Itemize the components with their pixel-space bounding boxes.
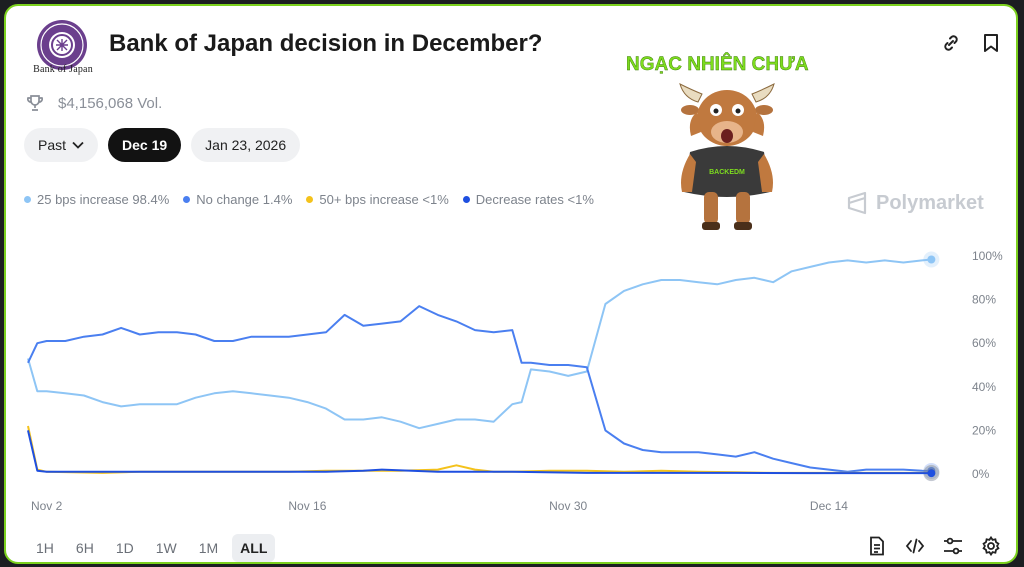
chart-legend: 25 bps increase 98.4% No change 1.4% 50+…: [24, 192, 594, 207]
bank-of-japan-seal-logo: [37, 20, 87, 70]
legend-item: Decrease rates <1%: [462, 192, 594, 207]
series-line-4: [27, 430, 932, 475]
legend-dot: [24, 196, 31, 203]
legend-label: No change 1.4%: [196, 192, 293, 207]
x-tick-label: Nov 30: [549, 499, 587, 513]
x-tick-label: Nov 2: [31, 499, 63, 513]
series-line-2: [27, 305, 932, 473]
y-tick-label: 80%: [972, 293, 996, 307]
watermark-text: Polymarket: [876, 191, 984, 214]
legend-dot: [183, 196, 191, 203]
polymarket-logo-icon: [847, 191, 867, 215]
series-end-point: [927, 469, 936, 478]
date-pill-jan-23[interactable]: Jan 23, 2026: [191, 128, 301, 162]
meme-caption: NGẠC NHIÊN CHƯA: [626, 54, 809, 75]
bookmark-icon[interactable]: [980, 32, 1002, 54]
logo-caption: Bank of Japan: [33, 64, 93, 75]
range-1h[interactable]: 1H: [36, 540, 54, 556]
legend-label: 25 bps increase 98.4%: [37, 192, 170, 207]
sliders-icon[interactable]: [942, 535, 964, 557]
volume-text: $4,156,068 Vol.: [58, 94, 163, 112]
x-tick-label: Nov 16: [288, 499, 326, 513]
y-tick-label: 20%: [972, 423, 996, 437]
chevron-down-icon: [72, 141, 84, 149]
series-layer: [27, 251, 940, 482]
y-axis-ticks: 100% 80% 60% 40% 20% 0%: [972, 249, 1003, 481]
range-1m[interactable]: 1M: [198, 540, 219, 556]
legend-label: Decrease rates <1%: [475, 192, 594, 207]
probability-line-chart: 100% 80% 60% 40% 20% 0% Nov 2 Nov 16 Nov 30 Dec …: [27, 249, 1003, 513]
y-tick-label: 100%: [972, 249, 1003, 263]
x-tick-label: Dec 14: [810, 499, 848, 513]
link-icon[interactable]: [940, 32, 962, 54]
surprised-bull-mascot: BACKEDM: [679, 83, 775, 230]
legend-label: 50+ bps increase <1%: [319, 192, 449, 207]
series-line-3: [27, 425, 932, 474]
polymarket-watermark: Polymarket: [846, 191, 984, 215]
series-line-1: [27, 258, 932, 430]
legend-dot: [462, 196, 470, 203]
legend-item: 25 bps increase 98.4%: [24, 192, 169, 207]
market-card: Bank of Japan Bank of Japan decision in …: [4, 4, 1018, 564]
y-tick-label: 0%: [972, 467, 990, 481]
code-icon[interactable]: [904, 535, 926, 557]
range-1d[interactable]: 1D: [115, 540, 134, 556]
legend-dot: [306, 196, 314, 203]
y-tick-label: 40%: [972, 380, 996, 394]
legend-item: No change 1.4%: [183, 192, 292, 207]
bull-shirt-text: BACKEDM: [709, 169, 745, 176]
range-1w[interactable]: 1W: [155, 540, 177, 556]
document-icon[interactable]: [866, 535, 888, 557]
x-axis-ticks: Nov 2 Nov 16 Nov 30 Dec 14: [31, 499, 848, 513]
legend-item: 50+ bps increase <1%: [306, 192, 449, 207]
range-6h[interactable]: 6H: [75, 540, 94, 556]
market-title: Bank of Japan decision in December?: [109, 30, 543, 57]
past-label: Past: [38, 137, 67, 153]
y-tick-label: 60%: [972, 336, 996, 350]
date-pill-dec-19[interactable]: Dec 19: [108, 128, 182, 162]
gear-icon[interactable]: [980, 535, 1002, 557]
past-dropdown[interactable]: Past: [24, 128, 99, 162]
volume-row: $4,156,068 Vol.: [26, 94, 162, 112]
trophy-icon: [26, 95, 44, 111]
range-all[interactable]: ALL: [232, 534, 276, 562]
series-end-point: [927, 255, 936, 264]
